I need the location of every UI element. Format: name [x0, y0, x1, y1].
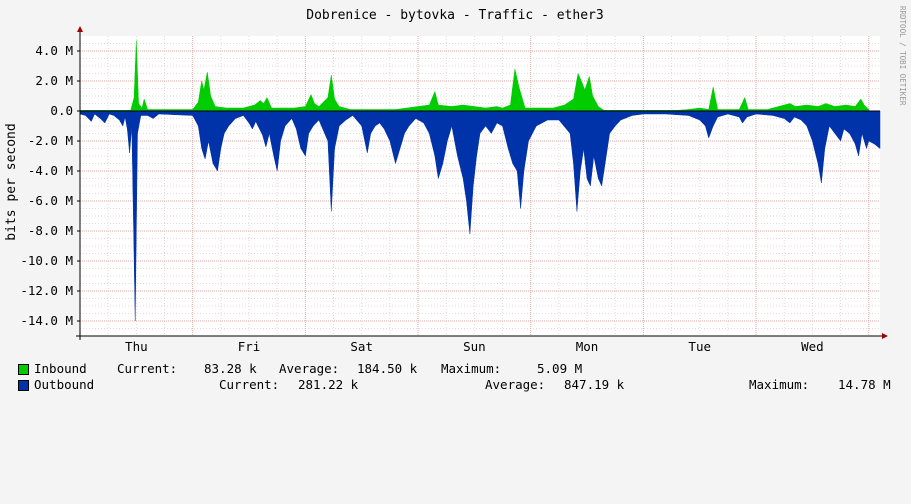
outbound-label: Outbound — [34, 377, 95, 392]
series-area-inbound — [79, 40, 869, 112]
inbound-current-value: 83.28 k — [204, 361, 257, 376]
x-tick-label: Sat — [350, 339, 373, 354]
inbound-current-label: Current: — [117, 361, 178, 376]
inbound-label: Inbound — [34, 361, 87, 376]
outbound-maximum-value: 14.78 M — [838, 377, 891, 392]
x-axis-arrow — [882, 333, 888, 339]
y-tick-label: 0.0 — [50, 103, 73, 118]
inbound-average-value: 184.50 k — [357, 361, 418, 376]
y-tick-label: 2.0 M — [35, 73, 73, 88]
y-tick-label: -12.0 M — [20, 283, 73, 298]
outbound-maximum-label: Maximum: — [749, 377, 810, 392]
outbound-average-label: Average: — [485, 377, 546, 392]
traffic-chart: 4.0 M 2.0 M 0.0 -2.0 M -4.0 M -6.0 M -8.0 M -10… — [4, 6, 907, 354]
inbound-color-swatch — [18, 364, 29, 375]
legend-outbound: Outbound Current: 281.22 k Average: 847.… — [0, 378, 891, 392]
y-tick-label: -2.0 M — [28, 133, 73, 148]
legend-inbound: Inbound Current: 83.28 k Average: 184.50… — [0, 362, 582, 376]
outbound-average-value: 847.19 k — [564, 377, 625, 392]
y-axis-title: bits per second — [4, 123, 19, 240]
x-tick-label: Mon — [576, 339, 599, 354]
inbound-maximum-value: 5.09 M — [537, 361, 583, 376]
y-tick-label: -14.0 M — [20, 313, 73, 328]
outbound-color-swatch — [18, 380, 29, 391]
x-tick-label: Wed — [801, 339, 824, 354]
inbound-maximum-label: Maximum: — [441, 361, 502, 376]
x-tick-label: Sun — [463, 339, 486, 354]
x-tick-label: Tue — [688, 339, 711, 354]
y-tick-label: -8.0 M — [28, 223, 73, 238]
y-axis-arrow — [77, 26, 83, 32]
outbound-current-value: 281.22 k — [298, 377, 359, 392]
y-tick-label: -6.0 M — [28, 193, 73, 208]
y-tick-label: -10.0 M — [20, 253, 73, 268]
y-tick-label: -4.0 M — [28, 163, 73, 178]
inbound-average-label: Average: — [279, 361, 340, 376]
x-tick-label: Thu — [125, 339, 148, 354]
chart-title: Dobrenice - bytovka - Traffic - ether3 — [306, 8, 603, 23]
outbound-current-label: Current: — [219, 377, 280, 392]
y-tick-label: 4.0 M — [35, 43, 73, 58]
x-tick-label: Fri — [238, 339, 261, 354]
rrdtool-watermark: RRDTOOL / TOBI OETIKER — [898, 6, 907, 106]
series-area-outbound — [79, 110, 881, 322]
